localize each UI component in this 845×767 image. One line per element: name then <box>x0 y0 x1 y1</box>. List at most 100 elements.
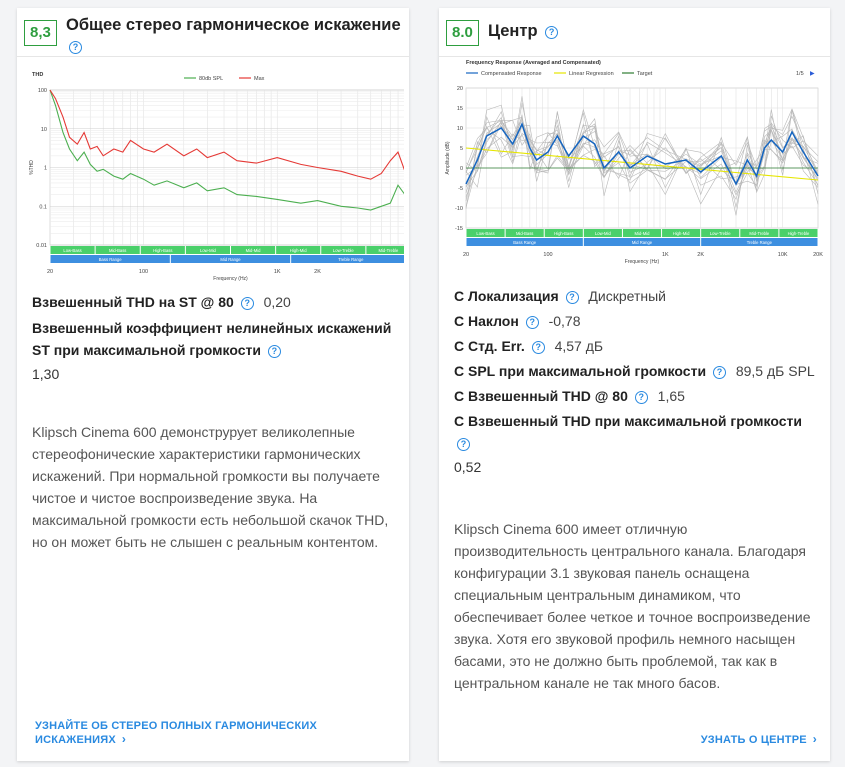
x-axis-label: Frequency (Hz) <box>625 259 660 265</box>
band-cell <box>50 255 170 263</box>
stat-value: 0,20 <box>263 294 291 310</box>
x-tick-label: 20K <box>813 252 823 258</box>
band-cell <box>50 246 95 254</box>
series-line <box>465 104 819 208</box>
learn-center-link[interactable]: УЗНАТЬ О ЦЕНТРЕ › <box>701 732 817 746</box>
band-label: High-Treble <box>788 231 810 236</box>
freq-response-chart-svg: 20 15 10 5 0 -5 -10 -15 20 100 1K 2K 10K 20K Frequency… <box>445 60 823 265</box>
band-cell <box>583 238 701 246</box>
y-tick-label: 1 <box>44 166 47 172</box>
x-tick-label: 10K <box>778 252 788 258</box>
help-icon[interactable]: ? <box>240 297 254 310</box>
stat-label: С Взвешенный THD при максимальной громко… <box>454 413 802 429</box>
stat-label: С Взвешенный THD @ 80 <box>454 388 628 404</box>
thd-card: 8,3 Общее стерео гармоническое искажение… <box>17 8 416 761</box>
thd-card-header: 8,3 Общее стерео гармоническое искажение… <box>17 8 409 57</box>
series-line <box>465 110 819 196</box>
help-icon[interactable]: ? <box>545 26 559 39</box>
score-badge: 8,3 <box>24 20 57 46</box>
stat-row: С Локализация ? Дискретный <box>454 285 820 307</box>
band-label: Mid-Mid <box>635 231 651 236</box>
band-cell <box>170 255 291 263</box>
stat-label: С Стд. Err. <box>454 338 525 354</box>
y-tick-label: 10 <box>41 127 47 133</box>
help-icon[interactable]: ? <box>712 366 726 379</box>
help-icon[interactable]: ? <box>565 291 579 304</box>
band-cell <box>622 229 662 237</box>
series-line <box>465 147 819 181</box>
legend-label: Compensated Response <box>481 71 542 77</box>
y-tick-label: 5 <box>460 146 463 152</box>
series-line <box>465 121 819 186</box>
band-cell <box>291 255 411 263</box>
stat-label: С Наклон <box>454 313 519 329</box>
band-label: Mid Range <box>220 257 241 262</box>
band-cell <box>505 229 544 237</box>
series-line <box>465 96 819 202</box>
stat-value: 89,5 дБ SPL <box>735 363 815 379</box>
help-icon[interactable]: ? <box>525 316 539 329</box>
thd-stats: Взвешенный THD на ST @ 80 ? 0,20 Взвешен… <box>32 291 399 385</box>
card-title-text: Общее стерео гармоническое искажение <box>66 16 401 34</box>
series-line <box>465 110 819 193</box>
stat-row: С SPL при максимальной громкости ? 89,5 … <box>454 360 820 382</box>
y-axis-label: %THD <box>29 160 35 175</box>
help-icon[interactable]: ? <box>457 438 470 451</box>
help-icon[interactable]: ? <box>634 391 648 404</box>
y-tick-label: -10 <box>455 206 463 212</box>
card-title-text: Центр <box>488 22 538 40</box>
stat-label: Взвешенный THD на ST @ 80 <box>32 294 234 310</box>
help-icon[interactable]: ? <box>531 341 545 354</box>
stat-label: С SPL при максимальной громкости <box>454 363 707 379</box>
band-cell <box>366 246 411 254</box>
band-label: Low-Mid <box>595 231 611 236</box>
band-label: Low-Treble <box>710 231 731 236</box>
y-tick-label: 0 <box>460 166 463 172</box>
band-cell <box>466 238 583 246</box>
chart-title: THD <box>32 72 43 78</box>
link-text: УЗНАТЬ О ЦЕНТРЕ <box>700 734 807 746</box>
band-cell <box>662 229 701 237</box>
stat-label: С Локализация <box>454 288 559 304</box>
y-tick-label: 0.1 <box>39 204 47 210</box>
band-label: Mid-Bass <box>516 231 533 236</box>
band-label: High-Bass <box>554 231 573 236</box>
band-cell <box>701 238 818 246</box>
series-line <box>465 122 819 188</box>
series-line <box>49 89 412 211</box>
legend-label: Target <box>637 71 653 77</box>
band-cell <box>779 229 818 237</box>
band-cell <box>466 229 505 237</box>
center-card-header: 8.0 Центр ? <box>439 8 830 57</box>
band-label: High-Mid <box>673 231 690 236</box>
help-icon[interactable]: ? <box>267 345 281 358</box>
chart-title: Frequency Response (Averaged and Compens… <box>466 60 601 66</box>
y-tick-label: 15 <box>457 106 463 112</box>
link-text: УЗНАЙТЕ ОБ СТЕРЕО ПОЛНЫХ ГАРМОНИЧЕСКИХ И… <box>35 720 317 746</box>
stat-row: С Взвешенный THD @ 80 ? 1,65 <box>454 385 820 407</box>
help-icon[interactable]: ? <box>69 41 82 54</box>
center-stats: С Локализация ? Дискретный С Наклон ? -0… <box>454 285 820 478</box>
band-label: Mid-Treble <box>749 231 770 236</box>
card-title: Общее стерео гармоническое искажение ? <box>66 15 401 57</box>
stat-value: Дискретный <box>588 288 666 304</box>
y-tick-label: -15 <box>455 226 463 232</box>
legend-label: 80db SPL <box>199 76 223 82</box>
band-cell <box>321 246 366 254</box>
thd-description: Klipsch Cinema 600 демонструрует великол… <box>32 424 389 550</box>
band-label: Mid-Treble <box>379 248 400 253</box>
x-tick-label: 100 <box>543 252 552 258</box>
x-tick-label: 2K <box>697 252 704 258</box>
x-tick-label: 1K <box>662 252 669 258</box>
band-cell <box>95 246 140 254</box>
stat-value: 4,57 дБ <box>554 338 604 354</box>
stat-value: 1,65 <box>657 388 685 404</box>
y-tick-label: 20 <box>457 86 463 92</box>
band-label: Mid Range <box>632 240 653 245</box>
y-tick-label: 0.01 <box>36 243 47 249</box>
band-label: Treble Range <box>338 257 364 262</box>
band-label: Treble Range <box>747 240 773 245</box>
band-label: Bass Range <box>513 240 536 245</box>
learn-thd-link[interactable]: УЗНАЙТЕ ОБ СТЕРЕО ПОЛНЫХ ГАРМОНИЧЕСКИХ И… <box>35 720 409 746</box>
